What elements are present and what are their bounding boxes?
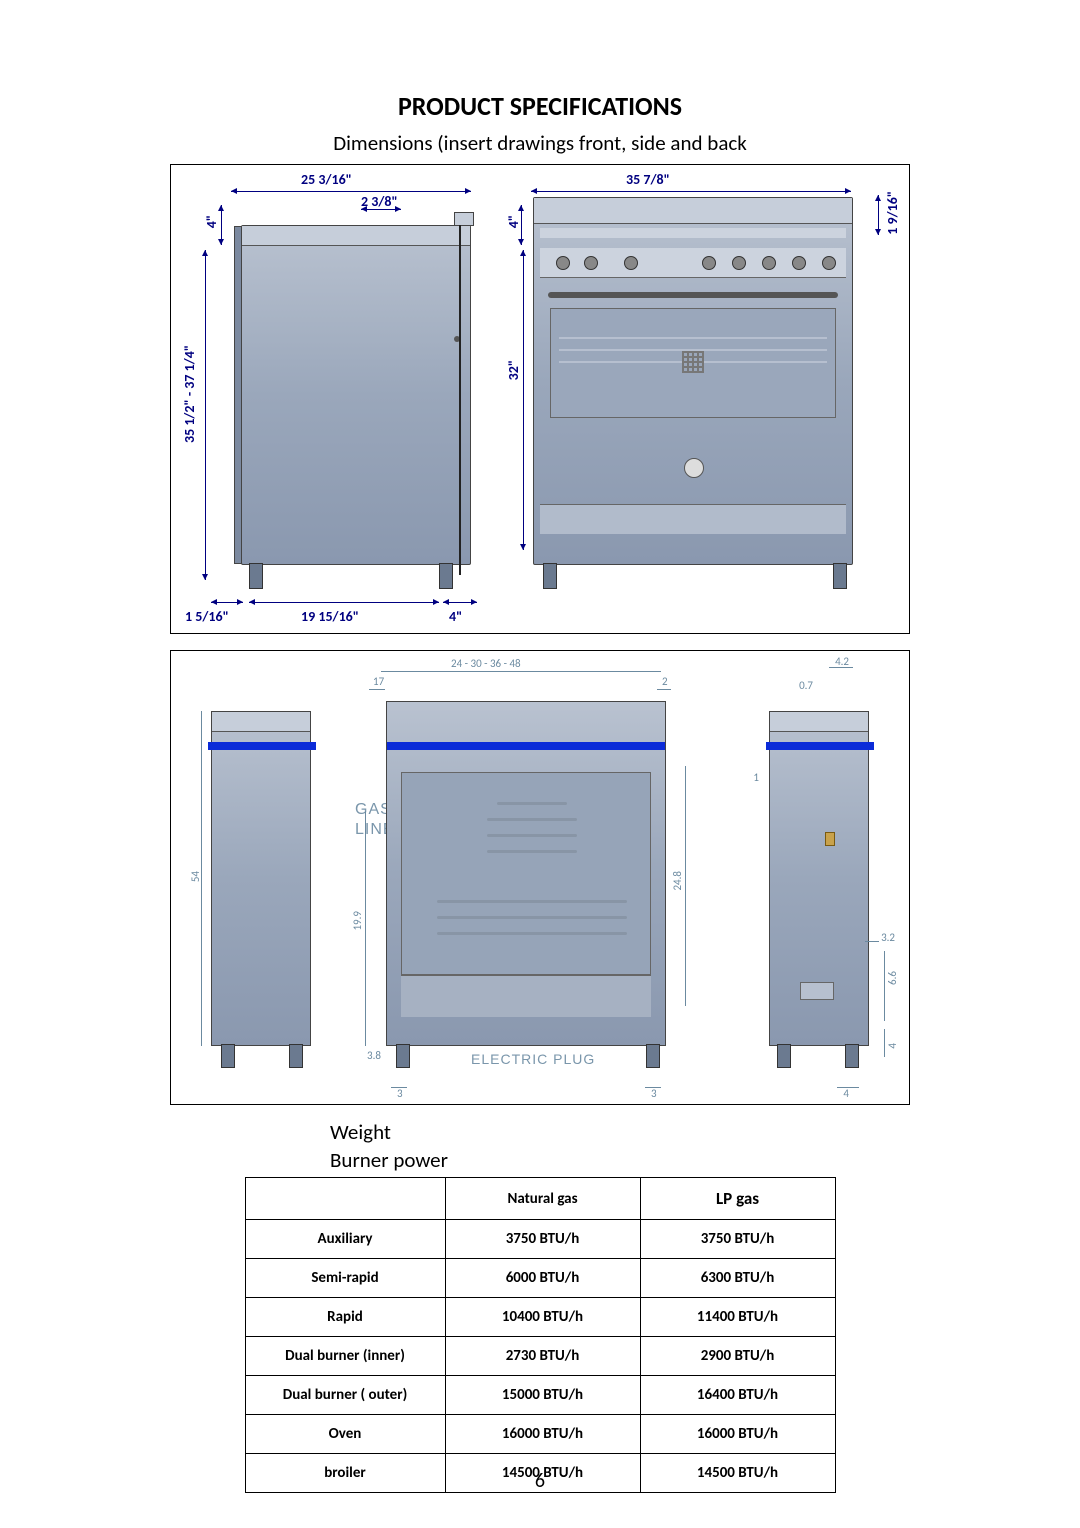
knob	[584, 256, 598, 270]
dim2-32: 3.2	[881, 931, 895, 944]
knob	[762, 256, 776, 270]
leg	[396, 1044, 410, 1068]
knob	[822, 256, 836, 270]
range-side-right-fig2	[769, 711, 869, 1046]
range-back-view	[386, 701, 666, 1046]
knob	[556, 256, 570, 270]
dim2-17: 17	[373, 675, 384, 688]
brand-badge	[684, 458, 704, 478]
dim-top-right: 35 7/8"	[626, 171, 670, 188]
leg	[249, 563, 263, 589]
dim-bottom-a: 1 5/16"	[185, 608, 229, 625]
dim2-199: 19.9	[351, 911, 364, 931]
dimensions-figure-bottom: 24 - 30 - 36 - 48 17 2 4.2 0.7 1 GAS LIN…	[170, 650, 910, 1105]
dim2-66: 6.6	[886, 971, 899, 985]
dim2-38: 3.8	[367, 1049, 381, 1062]
table-header-row: Natural gas LP gas	[245, 1178, 835, 1220]
table-row: Dual burner (inner)2730 BTU/h2900 BTU/h	[245, 1337, 835, 1376]
dim-top-left: 25 3/16"	[301, 171, 352, 188]
leg	[845, 1044, 859, 1068]
knob	[624, 256, 638, 270]
range-side-left-fig2	[211, 711, 311, 1046]
dim2-right-1: 1	[753, 771, 759, 784]
col-blank	[245, 1178, 445, 1220]
leg	[777, 1044, 791, 1068]
oven-handle	[548, 292, 838, 298]
electric-plug-label: ELECTRIC PLUG	[471, 1051, 595, 1067]
dim2-248: 24.8	[671, 871, 684, 891]
range-front-view	[533, 197, 853, 565]
dim-left-height: 35 1/2" - 37 1/4"	[181, 345, 198, 443]
burner-power-table: Natural gas LP gas Auxiliary3750 BTU/h37…	[245, 1177, 836, 1493]
page-title: PRODUCT SPECIFICATIONS	[100, 90, 980, 122]
range-side-view	[241, 225, 471, 565]
dim-32: 32"	[505, 360, 522, 380]
table-row: Dual burner ( outer)15000 BTU/h16400 BTU…	[245, 1376, 835, 1415]
dim-four-a: 4"	[203, 215, 220, 228]
leg	[543, 563, 557, 589]
dim-bottom-c: 4"	[449, 608, 462, 625]
knob	[792, 256, 806, 270]
leg	[289, 1044, 303, 1068]
dim-four-b: 4"	[505, 215, 522, 228]
dim2-07: 0.7	[799, 679, 813, 692]
leg	[833, 563, 847, 589]
dim2-3b: 3	[651, 1087, 657, 1100]
knob	[702, 256, 716, 270]
leg	[646, 1044, 660, 1068]
table-row: Semi-rapid6000 BTU/h6300 BTU/h	[245, 1259, 835, 1298]
page-number: 6	[0, 1469, 1080, 1493]
dim2-2: 2	[662, 675, 668, 688]
leg	[221, 1044, 235, 1068]
dim2-bottom-4: 4	[843, 1087, 849, 1100]
dim2-3a: 3	[397, 1087, 403, 1100]
dim2-far-4: 4	[886, 1043, 899, 1049]
burner-power-label: Burner power	[330, 1147, 980, 1173]
table-row: Rapid10400 BTU/h11400 BTU/h	[245, 1298, 835, 1337]
weight-label: Weight	[330, 1119, 980, 1145]
col-natural-gas: Natural gas	[445, 1178, 640, 1220]
dimensions-figure-top: 25 3/16" 2 3/8" 35 7/8" 1 9/16" 4" 4" 35…	[170, 164, 910, 634]
dimensions-subtitle: Dimensions (insert drawings front, side …	[100, 130, 980, 156]
table-row: Auxiliary3750 BTU/h3750 BTU/h	[245, 1220, 835, 1259]
dim2-top-range: 24 - 30 - 36 - 48	[451, 657, 521, 670]
dim-right-v: 1 9/16"	[884, 191, 901, 235]
dim-bottom-b: 19 15/16"	[301, 608, 359, 625]
col-lp-gas: LP gas	[640, 1178, 835, 1220]
leg	[439, 563, 453, 589]
table-row: Oven16000 BTU/h16000 BTU/h	[245, 1415, 835, 1454]
knob	[732, 256, 746, 270]
